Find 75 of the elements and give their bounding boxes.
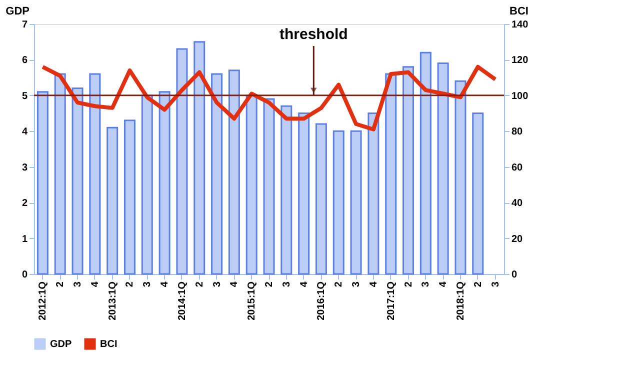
bar (228, 70, 240, 275)
bar (385, 73, 397, 275)
bar (124, 120, 136, 275)
x-tick-label: 2014:1Q (176, 281, 188, 320)
y-tick-label: 0 (22, 270, 28, 280)
x-tick-label: 3 (420, 281, 432, 288)
bar (141, 94, 153, 275)
bar (298, 112, 310, 275)
x-tick-label: 2015:1Q (246, 281, 258, 320)
bar (263, 98, 275, 275)
legend-label: GDP (50, 339, 72, 350)
line-series (40, 64, 498, 132)
x-tick-label: 3 (490, 281, 502, 288)
x-tick-label: 3 (72, 281, 84, 288)
x-tick-label: 2012:1Q (38, 281, 49, 320)
bar (194, 41, 206, 275)
y-tick-label: 7 (22, 20, 28, 30)
y2-tick-label: 60 (512, 162, 524, 174)
x-tick-label: 2 (403, 281, 414, 288)
bar (315, 123, 327, 275)
bar (420, 52, 432, 275)
bar (332, 130, 344, 275)
y-tick-label: 3 (22, 162, 28, 174)
x-tick-label: 2017:1Q (386, 281, 397, 320)
y-tick-label: 2 (22, 198, 28, 210)
y-axis-title: GDP (6, 6, 30, 18)
y2-tick-label: 140 (512, 20, 529, 30)
x-tick-label: 2 (55, 281, 66, 288)
bar (402, 66, 414, 275)
bar (54, 73, 66, 275)
x-tick-label: 2 (334, 281, 345, 288)
x-tick-label: 2 (124, 281, 136, 288)
x-tick-label: 4 (90, 281, 101, 288)
y2-tick-label: 80 (512, 126, 524, 138)
bar (280, 105, 292, 275)
x-tick-label: 4 (229, 281, 240, 288)
y2-tick-label: 0 (512, 270, 518, 280)
bar (89, 73, 101, 275)
y-tick-label: 5 (22, 90, 28, 102)
x-tick-label: 3 (351, 281, 362, 288)
x-tick-label: 4 (298, 281, 310, 288)
y2-tick-label: 120 (512, 55, 529, 66)
y2-tick-label: 20 (512, 234, 524, 245)
bar (72, 88, 84, 275)
x-tick-label: 3 (281, 281, 292, 288)
bar (472, 112, 484, 275)
x-tick-label: 2 (194, 281, 206, 288)
bar (246, 94, 258, 275)
bar (437, 62, 449, 275)
bar (454, 80, 466, 275)
x-tick-label: 4 (368, 281, 380, 288)
y-tick-label: 6 (22, 55, 28, 66)
x-tick-label: 2 (472, 281, 484, 288)
bar (176, 48, 188, 275)
bar (211, 73, 223, 275)
bar (368, 112, 380, 275)
bar (158, 91, 170, 275)
x-tick-label: 2013:1Q (107, 281, 118, 320)
x-tick-label: 4 (160, 281, 171, 288)
ref-line-label: threshold (279, 26, 348, 43)
y2-tick-label: 40 (512, 198, 524, 210)
legend-label: BCI (100, 339, 118, 350)
bar (106, 126, 118, 275)
x-tick-label: 2016:1Q (316, 281, 328, 320)
x-tick-label: 3 (142, 281, 154, 288)
x-tick-label: 4 (438, 281, 450, 288)
y-tick-label: 4 (22, 126, 28, 138)
x-tick-label: 2018:1Q (455, 281, 466, 320)
x-tick-label: 3 (212, 281, 223, 288)
x-tick-label: 2 (264, 281, 275, 288)
bar (350, 130, 362, 275)
y2-tick-label: 100 (512, 90, 529, 102)
y-tick-label: 1 (22, 234, 28, 245)
y2-axis-title: BCI (510, 6, 528, 18)
bar (36, 91, 48, 275)
